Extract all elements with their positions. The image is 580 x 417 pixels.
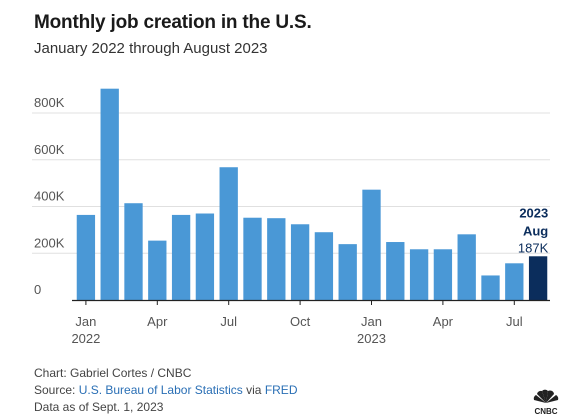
annotation-value: 187K bbox=[518, 240, 549, 255]
bar bbox=[409, 249, 429, 300]
annotation-year: 2023 bbox=[519, 205, 548, 220]
bar bbox=[76, 214, 96, 300]
data-date-note: Data as of Sept. 1, 2023 bbox=[34, 400, 164, 414]
bar-chart: 0 200K 400K 600K 800K Jan 2022 Apr Jul Oct Jan 2023… bbox=[32, 88, 550, 346]
bar bbox=[338, 244, 357, 300]
bar bbox=[243, 217, 262, 300]
x-tick-label: Oct bbox=[290, 314, 311, 329]
x-tick-year: 2022 bbox=[71, 331, 100, 346]
svg-text:CNBC: CNBC bbox=[534, 407, 557, 415]
y-tick-label: 800K bbox=[34, 95, 65, 110]
source-mid: via bbox=[242, 383, 265, 397]
y-tick-label: 200K bbox=[34, 235, 65, 250]
bar bbox=[433, 249, 453, 300]
bar bbox=[148, 240, 167, 300]
bar bbox=[219, 167, 238, 300]
y-tick-label: 0 bbox=[34, 282, 41, 297]
bar-highlight bbox=[528, 256, 548, 300]
fred-link[interactable]: FRED bbox=[264, 383, 298, 397]
x-tick-label: Jan bbox=[75, 314, 96, 329]
y-tick-label: 400K bbox=[34, 189, 65, 204]
y-tick-label: 600K bbox=[34, 142, 65, 157]
chart-source: Source: U.S. Bureau of Labor Statistics … bbox=[34, 383, 297, 397]
bar bbox=[195, 213, 215, 300]
bar bbox=[290, 224, 310, 300]
bar bbox=[314, 232, 334, 300]
bar bbox=[100, 88, 119, 300]
x-tick-label: Apr bbox=[433, 314, 454, 329]
x-tick-year: 2023 bbox=[357, 331, 386, 346]
x-tick-label: Jan bbox=[361, 314, 382, 329]
cnbc-peacock-icon: CNBC bbox=[533, 389, 559, 415]
bar bbox=[124, 203, 143, 300]
chart-title: Monthly job creation in the U.S. bbox=[34, 12, 312, 33]
chart-subtitle: January 2022 through August 2023 bbox=[34, 40, 268, 57]
bar bbox=[171, 214, 191, 300]
chart-credit: Chart: Gabriel Cortes / CNBC bbox=[34, 366, 192, 380]
bar bbox=[386, 242, 405, 300]
x-tick-label: Jul bbox=[220, 314, 237, 329]
bar bbox=[362, 189, 381, 300]
x-tick-label: Jul bbox=[506, 314, 523, 329]
bar bbox=[457, 234, 476, 300]
bar bbox=[505, 263, 524, 300]
bar bbox=[267, 218, 286, 300]
x-tick-label: Apr bbox=[147, 314, 168, 329]
bls-link[interactable]: U.S. Bureau of Labor Statistics bbox=[78, 383, 243, 397]
bar bbox=[481, 275, 500, 300]
source-prefix: Source: bbox=[34, 383, 79, 397]
annotation-month: Aug bbox=[523, 223, 548, 238]
